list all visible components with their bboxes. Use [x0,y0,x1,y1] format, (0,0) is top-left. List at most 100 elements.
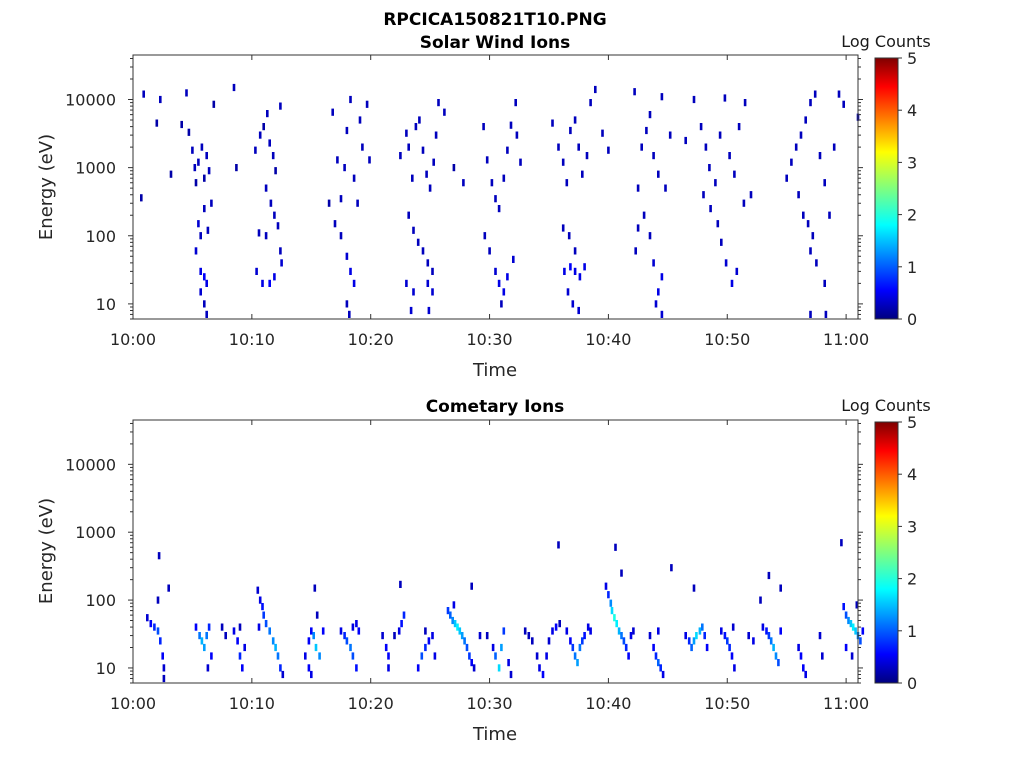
cometary-cell [558,620,561,628]
cometary-cell [804,670,807,679]
solar-wind-cell [399,152,402,160]
cometary-cell [797,643,800,652]
solar-wind-cell [412,226,415,234]
solar-wind-cell [462,179,465,187]
cometary-cell [854,627,857,635]
solar-wind-cell [648,111,652,119]
solar-wind-cell [361,143,364,151]
solar-wind-colorbar-tick-label: 3 [907,153,917,172]
cometary-cell [610,607,614,615]
cometary-cell [157,552,161,560]
cometary-cell [494,652,497,660]
cometary-cell [397,627,401,635]
cometary-cell [315,611,319,619]
cometary-cell [274,643,277,652]
cometary-cell [257,623,261,631]
solar-wind-y-tick-label: 1000 [75,159,116,178]
solar-wind-cell [431,267,434,275]
solar-wind-cell [573,247,577,255]
solar-wind-cell [159,95,162,104]
solar-wind-cell [431,288,434,296]
cometary-cell [726,637,729,645]
cometary-cell [576,659,579,667]
solar-wind-cell [797,191,800,199]
solar-wind-cell [333,220,337,228]
cometary-cell [355,620,358,628]
cometary-cell [281,670,285,679]
cometary-cell [210,652,213,660]
solar-wind-cell [331,108,334,116]
solar-wind-cell [601,129,604,137]
solar-wind-cell [427,306,431,315]
cometary-cell [583,632,586,640]
cometary-cell [624,643,628,652]
solar-wind-cell [205,279,208,287]
solar-wind-cell [343,164,346,172]
solar-wind-cell [258,131,262,139]
solar-wind-colorbar-tick-label: 1 [907,258,917,277]
solar-wind-cell [594,85,597,94]
solar-wind-cell [411,174,414,182]
solar-wind-x-tick-label: 10:20 [348,330,394,349]
cometary-cell [723,632,727,640]
solar-wind-cell [207,167,211,175]
solar-wind-cell [577,143,580,151]
cometary-cell [449,611,452,619]
cometary-cell [720,627,723,635]
cometary-cell [847,616,850,625]
cometary-cell [622,637,626,645]
cometary-cell [701,623,704,631]
cometary-cell [384,643,388,652]
cometary-x-ticks: 10:00 10:10 10:20 10:30 10:40 10:50 11:00 [110,420,869,713]
solar-wind-cell [418,116,421,124]
solar-wind-cell [749,191,753,199]
solar-wind-cell [566,288,570,296]
solar-wind-cell [561,224,565,232]
cometary-cell [156,627,160,635]
solar-wind-colorbar-label: Log Counts [841,32,931,51]
cometary-cell [752,637,755,645]
solar-wind-cell [506,273,509,281]
cometary-cell [271,637,275,645]
solar-wind-cell [500,300,503,308]
solar-wind-cell [648,232,652,240]
solar-wind-x-tick-label: 11:00 [823,330,869,349]
cometary-cell [351,623,355,631]
solar-wind-cell [235,164,238,172]
solar-wind-cell [268,139,271,147]
cometary-cell [774,652,778,660]
cometary-cell [349,643,352,652]
solar-wind-x-tick-label: 10:40 [585,330,631,349]
cometary-cell [453,620,457,628]
cometary-y-label: Energy (eV) [36,498,57,604]
solar-wind-cell [257,229,261,237]
solar-wind-cell [255,267,258,275]
cometary-cells [146,539,865,683]
solar-wind-cell [702,191,705,199]
solar-wind-cell [823,279,826,287]
solar-wind-cell [210,199,213,207]
solar-wind-x-tick-label: 10:50 [704,330,750,349]
cometary-cell [416,664,420,672]
cometary-cell [258,596,262,604]
cometary-cell [620,569,623,577]
cometary-cell [614,543,617,551]
cometary-cell [203,643,206,652]
solar-wind-cell [514,99,517,107]
cometary-cell [844,643,848,652]
cometary-cell [431,632,434,640]
solar-wind-cell [634,247,637,255]
solar-wind-cell [421,247,425,255]
solar-wind-cell [733,170,736,178]
solar-wind-cell [583,263,586,271]
cometary-cell [463,637,466,645]
cometary-cell [420,652,424,660]
cometary-cell [465,643,469,652]
cometary-cell [153,623,156,631]
solar-wind-cell [607,146,610,154]
cometary-cell [648,632,652,640]
solar-wind-cell [368,156,371,164]
solar-wind-cell [519,158,522,166]
cometary-cell [491,643,495,652]
